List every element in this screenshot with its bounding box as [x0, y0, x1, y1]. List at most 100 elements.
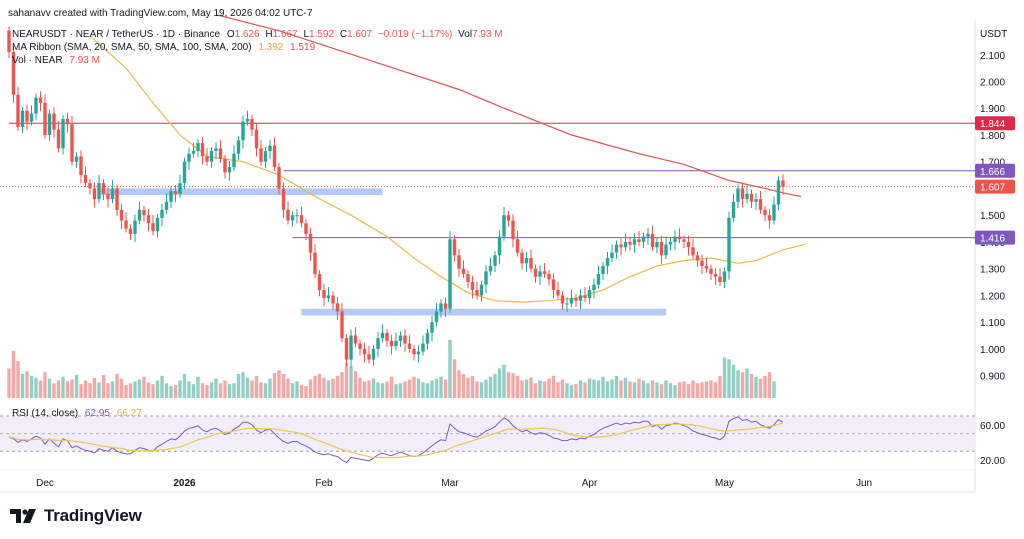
candle-body[interactable] [88, 183, 92, 189]
candle-body[interactable] [470, 282, 475, 291]
price-badge-red[interactable] [975, 116, 1015, 131]
candle-body[interactable] [713, 274, 718, 277]
candles[interactable] [7, 26, 785, 368]
candle-body[interactable] [425, 332, 430, 344]
candle-body[interactable] [142, 209, 146, 216]
candle-body[interactable] [214, 148, 218, 152]
candle-body[interactable] [83, 175, 88, 184]
candle-body[interactable] [56, 129, 61, 149]
candle-body[interactable] [380, 332, 385, 339]
candle-body[interactable] [677, 236, 682, 240]
candle-body[interactable] [722, 271, 727, 283]
candle-body[interactable] [695, 255, 700, 261]
support-zone-1[interactable] [99, 188, 383, 196]
candle-body[interactable] [313, 252, 317, 275]
candle-body[interactable] [587, 290, 592, 299]
candle-body[interactable] [448, 239, 452, 309]
candle-body[interactable] [556, 290, 560, 296]
candle-body[interactable] [718, 276, 722, 283]
candle-body[interactable] [205, 156, 209, 162]
candle-body[interactable] [484, 271, 488, 285]
candle-body[interactable] [344, 338, 349, 360]
candle-body[interactable] [227, 167, 232, 173]
candle-body[interactable] [412, 348, 416, 355]
candle-body[interactable] [497, 236, 502, 256]
candle-body[interactable] [52, 113, 56, 130]
candle-body[interactable] [601, 265, 605, 275]
candle-body[interactable] [79, 156, 83, 176]
candle-body[interactable] [682, 239, 686, 242]
candle-body[interactable] [164, 201, 169, 210]
candle-body[interactable] [376, 338, 380, 349]
candle-body[interactable] [259, 148, 263, 162]
candle-body[interactable] [331, 295, 335, 304]
candle-body[interactable] [466, 274, 470, 283]
candle-body[interactable] [560, 295, 565, 304]
candle-body[interactable] [38, 97, 43, 103]
candle-body[interactable] [434, 311, 439, 323]
candle-body[interactable] [758, 199, 763, 210]
candle-body[interactable] [578, 295, 583, 301]
candle-body[interactable] [110, 188, 115, 200]
candle-body[interactable] [488, 265, 493, 272]
candle-body[interactable] [646, 233, 650, 237]
candle-body[interactable] [97, 183, 101, 200]
candle-body[interactable] [146, 215, 151, 224]
candle-body[interactable] [605, 257, 610, 266]
candle-body[interactable] [191, 151, 196, 154]
candle-body[interactable] [655, 241, 659, 248]
candle-body[interactable] [475, 290, 479, 296]
candle-body[interactable] [394, 340, 398, 347]
candle-body[interactable] [403, 335, 407, 344]
candle-body[interactable] [169, 191, 173, 202]
support-zones[interactable] [99, 188, 666, 316]
tradingview-logo[interactable]: TradingView [10, 506, 142, 526]
candle-body[interactable] [128, 228, 133, 234]
candle-body[interactable] [457, 255, 461, 269]
volume-legend[interactable]: Vol · NEAR 7.93 M [12, 55, 100, 66]
candle-body[interactable] [533, 268, 538, 277]
candle-body[interactable] [745, 193, 749, 200]
candle-body[interactable] [209, 151, 214, 162]
candle-body[interactable] [443, 303, 448, 309]
candle-body[interactable] [155, 217, 160, 232]
candle-body[interactable] [520, 252, 524, 264]
candle-body[interactable] [538, 271, 542, 277]
candle-body[interactable] [524, 257, 529, 264]
candle-body[interactable] [182, 161, 187, 184]
candle-body[interactable] [115, 188, 119, 210]
price-badge-purple[interactable] [975, 230, 1015, 245]
candle-body[interactable] [452, 239, 457, 256]
candle-body[interactable] [308, 233, 313, 253]
candle-body[interactable] [254, 129, 259, 149]
candle-body[interactable] [349, 335, 353, 360]
candle-body[interactable] [623, 241, 628, 248]
candle-body[interactable] [245, 118, 250, 122]
candle-body[interactable] [565, 303, 569, 305]
candle-body[interactable] [389, 340, 394, 347]
candle-body[interactable] [461, 268, 466, 275]
candle-body[interactable] [407, 343, 412, 349]
candle-body[interactable] [47, 113, 52, 135]
candle-body[interactable] [29, 113, 34, 122]
candle-body[interactable] [43, 102, 47, 135]
candle-body[interactable] [124, 220, 128, 229]
candle-body[interactable] [61, 118, 65, 149]
candle-body[interactable] [223, 159, 227, 173]
candle-body[interactable] [106, 193, 110, 200]
candle-body[interactable] [542, 271, 547, 275]
candle-body[interactable] [340, 311, 344, 339]
candle-body[interactable] [353, 335, 358, 344]
candle-body[interactable] [20, 110, 25, 127]
candle-body[interactable] [763, 209, 767, 216]
candle-body[interactable] [637, 239, 641, 242]
candle-body[interactable] [7, 30, 11, 53]
candle-body[interactable] [299, 215, 304, 224]
candle-body[interactable] [493, 255, 497, 266]
candle-body[interactable] [736, 188, 740, 202]
candle-body[interactable] [659, 241, 664, 256]
candle-body[interactable] [74, 156, 79, 162]
candle-body[interactable] [290, 215, 295, 221]
candle-body[interactable] [232, 153, 236, 168]
